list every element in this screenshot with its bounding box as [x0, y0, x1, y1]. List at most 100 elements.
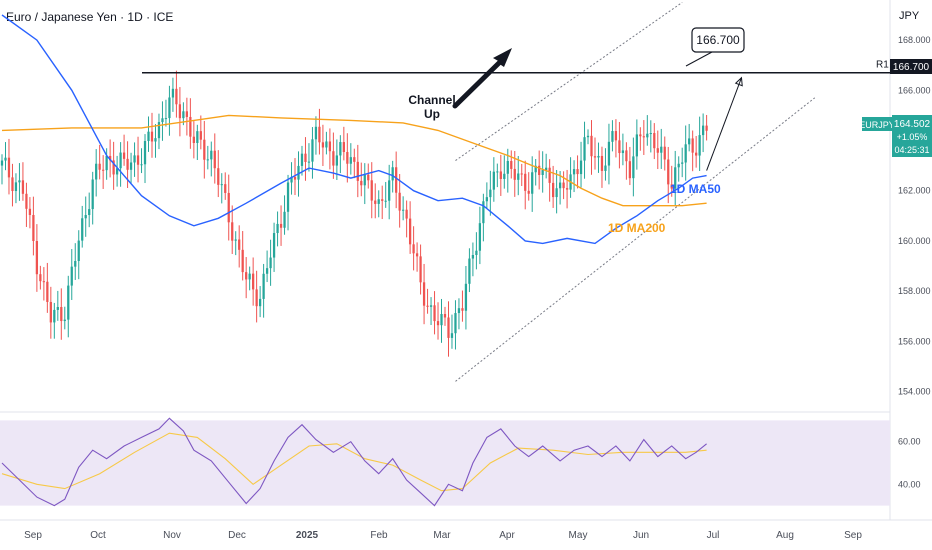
candle-body [433, 305, 436, 322]
price-tick-label: 166.000 [898, 85, 931, 95]
candle-body [196, 131, 199, 143]
candle-body [656, 148, 659, 153]
price-tick-label: 162.000 [898, 186, 931, 196]
candle-body [632, 156, 635, 179]
candle-body [269, 257, 272, 269]
candle-body [653, 133, 656, 149]
candle-body [49, 301, 52, 323]
candle-body [565, 188, 569, 190]
candle-body [227, 192, 230, 223]
channel-label-line1: Channel [408, 93, 455, 107]
candle-body [318, 126, 321, 143]
candle-body [593, 156, 597, 158]
candle-body [342, 142, 345, 153]
countdown-text: 04:25:31 [894, 145, 929, 155]
candle-body [290, 176, 293, 183]
candle-body [224, 184, 227, 193]
projection-arrow[interactable] [706, 77, 742, 171]
candle-body [531, 172, 534, 194]
candle-body [154, 138, 157, 142]
candle-body [234, 239, 237, 241]
candle-body [11, 177, 14, 192]
candle-body [109, 155, 112, 161]
candle-body [321, 142, 325, 148]
candle-body [388, 180, 391, 201]
candle-body [695, 152, 698, 156]
candle-body [175, 88, 178, 105]
time-tick-label: Apr [499, 530, 515, 541]
price-tick-label: 160.000 [898, 236, 931, 246]
candle-body [611, 131, 614, 142]
candle-body [663, 146, 666, 160]
candle-body [471, 254, 475, 259]
candle-body [63, 319, 66, 322]
target-callout[interactable]: 166.700 [685, 27, 745, 67]
candle-body [258, 298, 262, 307]
candle-body [590, 135, 593, 157]
candle-body [367, 174, 370, 181]
candle-body [360, 180, 363, 186]
candle-body [374, 200, 377, 204]
candle-body [426, 305, 429, 307]
candle-body [600, 155, 604, 171]
candle-body [332, 151, 335, 166]
rsi-tick-label: 40.00 [898, 479, 921, 489]
candle-body [443, 314, 447, 318]
candle-body [548, 167, 551, 183]
last-price-tag-bg [892, 115, 932, 157]
candle-body [210, 150, 213, 160]
candle-body [618, 140, 621, 154]
candle-body [440, 314, 443, 326]
candle-body [39, 274, 42, 282]
candle-body [335, 155, 338, 166]
r1-price-tag[interactable]: 166.700 [890, 59, 932, 74]
price-tick-label: 154.000 [898, 386, 931, 396]
candle-body [276, 223, 279, 234]
candle-body [429, 305, 433, 307]
candle-body [688, 138, 691, 145]
candle-body [422, 282, 426, 306]
candle-body [681, 162, 684, 164]
time-axis: Sep Oct Nov Dec 2025 Feb Mar Apr May Jun Jul Aug Sep [24, 530, 862, 541]
candle-body [231, 222, 234, 241]
candle-body [464, 283, 468, 311]
candle-body [115, 168, 119, 175]
candle-body [46, 281, 49, 302]
candle-body [482, 201, 485, 224]
candle-body [684, 144, 687, 163]
candle-body [35, 241, 39, 275]
last-price-text: 164.502 [894, 119, 931, 130]
price-axis: 154.000156.000158.000160.000162.000164.0… [898, 35, 931, 396]
candle-body [7, 157, 11, 178]
candle-body [552, 182, 555, 198]
candle-body [572, 169, 576, 175]
candle-body [370, 180, 373, 201]
candle-body [102, 169, 105, 171]
candle-body [14, 182, 18, 192]
candle-body [91, 179, 94, 210]
candle-body [28, 208, 32, 215]
currency-label[interactable]: JPY [899, 10, 920, 22]
candle-body [157, 122, 161, 139]
candle-body [129, 162, 133, 170]
candle-body [150, 131, 154, 142]
time-tick-label: Jul [707, 530, 720, 541]
candle-body [674, 167, 677, 189]
candle-body [328, 141, 332, 152]
candle-body [698, 135, 701, 156]
time-tick-label: Oct [90, 530, 106, 541]
candle-body [412, 244, 415, 254]
candle-body [255, 289, 258, 307]
channel-label-line2: Up [424, 107, 440, 121]
candle-body [614, 131, 618, 141]
candle-body [670, 184, 673, 189]
candle-body [450, 333, 454, 338]
candle-body [81, 218, 84, 241]
trend-arrow[interactable] [452, 48, 512, 109]
time-tick-label: Sep [24, 530, 42, 541]
last-price-tag[interactable]: EURJPY 164.502 +1.05% 04:25:31 [859, 115, 932, 157]
candle-body [325, 141, 328, 148]
ma200-line [1, 114, 707, 207]
channel-lower-line[interactable] [455, 97, 816, 382]
